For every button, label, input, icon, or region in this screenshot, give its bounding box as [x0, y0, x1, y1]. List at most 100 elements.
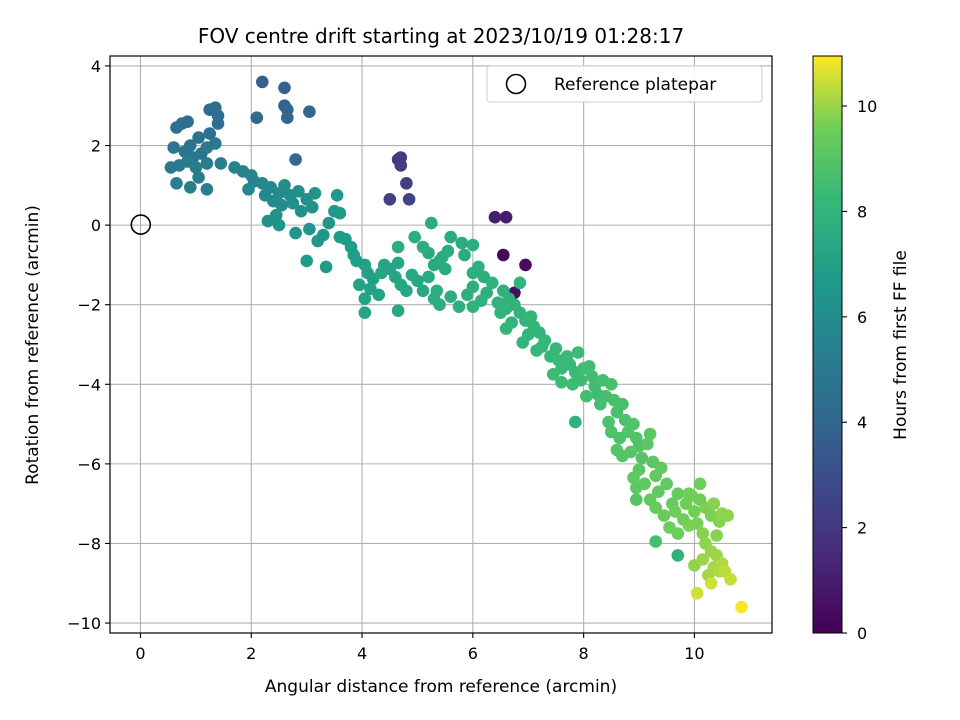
data-point [690, 586, 704, 600]
data-point [649, 535, 662, 548]
colorbar-tick-label: 0 [857, 624, 867, 643]
data-point [574, 374, 588, 387]
data-point [721, 509, 734, 522]
data-point [214, 157, 228, 170]
data-point [278, 179, 291, 192]
x-tick-label: 2 [246, 644, 256, 663]
data-point [391, 304, 405, 318]
data-point [200, 183, 214, 196]
data-point [294, 204, 308, 218]
data-point [422, 270, 435, 284]
data-point [242, 183, 255, 196]
data-point [181, 115, 194, 128]
data-point [455, 236, 469, 250]
data-point [305, 200, 319, 214]
data-point [671, 549, 685, 562]
data-point [425, 216, 438, 230]
data-point [641, 437, 654, 451]
data-point [255, 75, 269, 89]
data-point [466, 280, 480, 294]
data-point [499, 210, 513, 224]
colorbar-tick-label: 10 [857, 97, 877, 116]
legend-label: Reference platepar [554, 75, 716, 95]
data-point [438, 262, 452, 276]
data-point [643, 427, 657, 441]
data-point [682, 487, 696, 501]
reference-marker [130, 214, 152, 235]
data-point [300, 254, 314, 268]
data-point [657, 509, 671, 522]
y-tick-label: −8 [77, 534, 101, 553]
data-point [516, 336, 529, 349]
data-point [319, 260, 333, 274]
data-point [513, 276, 527, 290]
data-point [466, 238, 480, 252]
data-point [167, 141, 180, 154]
y-tick-label: 0 [91, 216, 101, 235]
colorbar: 0 2 4 6 8 10 Hours from first FF file [812, 55, 911, 643]
data-point [400, 284, 413, 298]
data-point [261, 214, 275, 228]
data-point [524, 310, 538, 323]
data-point [696, 553, 710, 566]
data-point [696, 527, 710, 540]
chart-title: FOV centre drift starting at 2023/10/19 … [198, 24, 684, 48]
data-point [322, 216, 336, 230]
data-point [485, 276, 499, 290]
y-tick-label: 4 [91, 57, 101, 76]
data-point [549, 342, 563, 355]
colorbar-tick-label: 2 [857, 519, 867, 538]
data-point [499, 322, 513, 335]
data-point [209, 137, 222, 150]
data-point [452, 300, 466, 314]
y-tick-label: −4 [77, 375, 101, 394]
data-point [308, 187, 322, 200]
y-axis-label: Rotation from reference (arcmin) [23, 205, 43, 485]
data-points [164, 75, 748, 614]
legend-marker [505, 73, 527, 95]
data-point [164, 161, 178, 174]
data-point [430, 284, 444, 298]
x-tick-label: 8 [579, 644, 589, 663]
data-point [391, 240, 405, 254]
x-axis-label: Angular distance from reference (arcmin) [265, 677, 617, 697]
data-point [555, 376, 568, 389]
data-point [569, 415, 582, 429]
data-point [170, 177, 183, 190]
data-point [458, 248, 471, 262]
data-point [474, 294, 488, 308]
data-point [436, 250, 449, 264]
y-tick-label: −2 [77, 296, 101, 315]
data-point [286, 196, 300, 210]
data-point [582, 360, 596, 373]
data-point [289, 226, 302, 240]
y-tick-label: 2 [91, 137, 101, 156]
data-point [189, 161, 203, 174]
x-tick-label: 6 [468, 644, 478, 663]
data-point [724, 573, 737, 586]
data-point [200, 157, 214, 170]
data-point [278, 81, 291, 95]
data-point [610, 443, 624, 457]
colorbar-gradient [812, 55, 843, 634]
data-point [391, 256, 405, 270]
data-point [638, 477, 651, 491]
data-point [333, 206, 347, 220]
data-point [358, 292, 372, 306]
y-tick-label: −6 [77, 455, 101, 474]
data-point [627, 417, 640, 431]
data-point [433, 298, 446, 312]
data-point [630, 493, 643, 507]
data-point [408, 230, 422, 244]
colorbar-ticks: 0 2 4 6 8 10 [842, 97, 877, 643]
data-point [571, 346, 585, 359]
data-point [585, 370, 599, 383]
data-point [358, 306, 372, 320]
data-point [546, 368, 560, 381]
y-tick-label: −10 [67, 614, 101, 633]
data-point [710, 529, 723, 542]
data-point [416, 284, 430, 298]
colorbar-label: Hours from first FF file [891, 250, 911, 440]
data-point [602, 415, 615, 429]
data-point [671, 527, 685, 540]
